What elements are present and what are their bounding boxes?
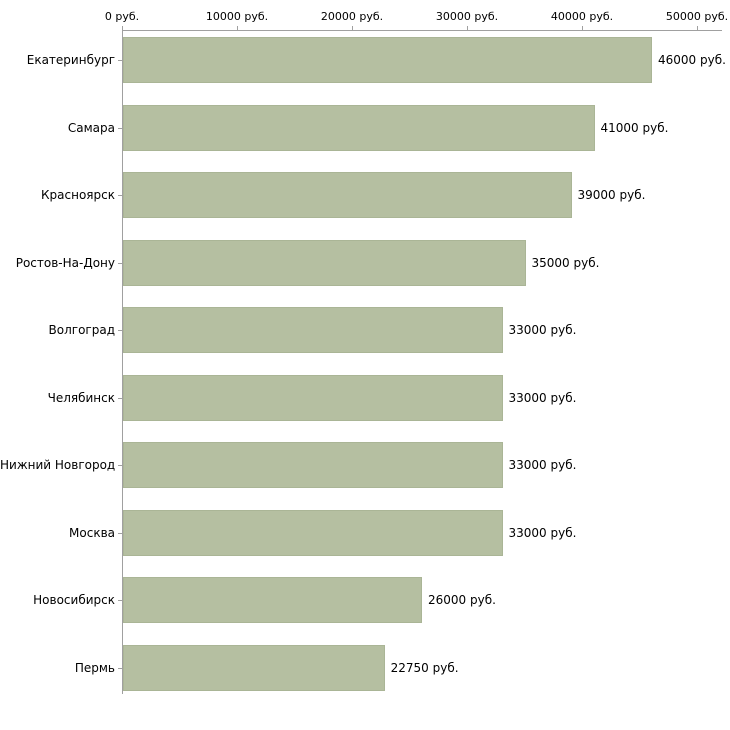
y-tick-mark	[118, 465, 122, 466]
x-tick-mark	[697, 26, 698, 30]
value-label: 35000 руб.	[531, 255, 600, 270]
value-label: 46000 руб.	[658, 53, 726, 67]
category-label: Челябинск	[47, 390, 115, 405]
y-tick-mark	[118, 330, 122, 331]
x-tick-mark	[467, 26, 468, 30]
x-tick-mark	[352, 26, 353, 30]
bar	[123, 644, 385, 691]
y-tick-mark	[118, 667, 122, 669]
x-tick-label: 40000 руб.	[550, 10, 614, 23]
value-label: 26000 руб.	[428, 593, 496, 607]
x-tick-mark	[237, 26, 238, 30]
category-label: Ростов-На-Дону	[15, 255, 115, 270]
y-tick-mark	[118, 600, 122, 601]
y-axis-line	[122, 30, 123, 694]
y-tick-mark	[118, 397, 122, 399]
bar	[123, 509, 503, 556]
bar	[123, 442, 503, 488]
value-label: 22750 руб.	[390, 660, 459, 675]
bar	[123, 239, 526, 286]
bar	[123, 307, 503, 353]
value-label: 39000 руб.	[577, 188, 646, 202]
y-tick-mark	[118, 60, 122, 61]
x-tick-label: 50000 руб.	[665, 10, 729, 23]
y-tick-mark	[118, 195, 122, 196]
category-label: Новосибирск	[33, 593, 115, 607]
category-label: Екатеринбург	[26, 53, 115, 67]
x-tick-mark	[582, 26, 583, 30]
value-label: 33000 руб.	[508, 525, 577, 540]
category-label: Нижний Новгород	[0, 458, 116, 472]
x-tick-label: 10000 руб.	[205, 10, 269, 23]
x-tick-mark	[122, 26, 123, 30]
category-label: Пермь	[74, 660, 115, 675]
y-tick-mark	[118, 262, 122, 264]
category-label: Москва	[69, 525, 115, 540]
y-tick-mark	[118, 532, 122, 534]
value-label: 33000 руб.	[508, 323, 577, 337]
bar	[123, 37, 652, 83]
category-label: Волгоград	[48, 323, 115, 337]
value-label: 33000 руб.	[508, 390, 577, 405]
value-label: 33000 руб.	[508, 458, 577, 472]
bar	[123, 104, 595, 151]
bar	[123, 172, 572, 218]
y-tick-mark	[118, 127, 122, 129]
category-label: Самара	[67, 120, 115, 135]
x-tick-label: 30000 руб.	[435, 10, 499, 23]
value-label: 41000 руб.	[600, 120, 669, 135]
bar	[123, 374, 503, 421]
bar	[123, 577, 422, 623]
x-tick-label: 20000 руб.	[320, 10, 384, 23]
x-axis-line	[122, 30, 722, 31]
x-tick-label: 0 руб.	[104, 10, 140, 23]
category-label: Красноярск	[41, 188, 115, 202]
